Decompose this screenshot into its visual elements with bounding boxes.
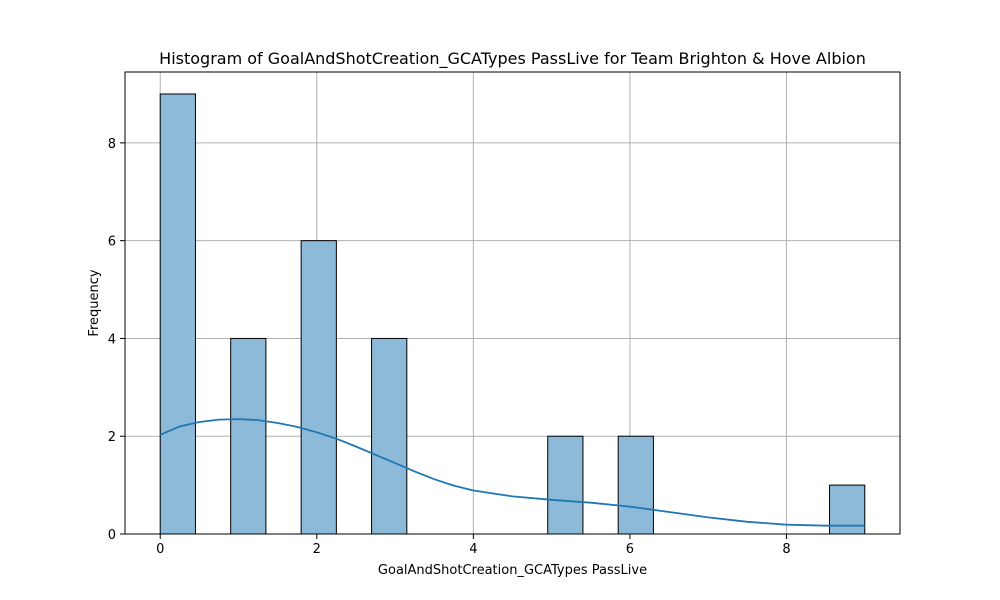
y-tick-label: 8: [108, 137, 116, 152]
histogram-bar: [617, 435, 654, 535]
histogram-bar: [230, 337, 267, 535]
histogram-bar: [829, 484, 866, 535]
x-axis-ticks: 0 2 4 6 8: [156, 534, 791, 557]
y-axis-label: Frequency: [87, 269, 102, 336]
kde-line: [159, 418, 865, 527]
histogram-bars: [159, 93, 866, 535]
x-axis-label: GoalAndShotCreation_GCATypes PassLive: [378, 563, 647, 578]
x-tick-label: 8: [782, 542, 790, 557]
x-tick-label: 4: [469, 542, 477, 557]
x-tick-label: 6: [626, 542, 634, 557]
plot-frame: [124, 71, 901, 535]
y-tick-label: 4: [108, 332, 116, 347]
y-tick-label: 0: [108, 528, 116, 543]
y-axis-ticks: 0 2 4 6 8: [108, 137, 125, 543]
histogram-bar: [371, 337, 408, 535]
kde-curve-group: [159, 418, 865, 527]
histogram-bar: [547, 435, 584, 535]
histogram-bar: [300, 240, 337, 535]
y-tick-label: 6: [108, 235, 116, 250]
y-tick-label: 2: [108, 430, 116, 445]
chart-title: Histogram of GoalAndShotCreation_GCAType…: [159, 49, 866, 69]
histogram-bar: [159, 93, 196, 535]
x-tick-label: 2: [313, 542, 321, 557]
x-tick-label: 0: [156, 542, 164, 557]
